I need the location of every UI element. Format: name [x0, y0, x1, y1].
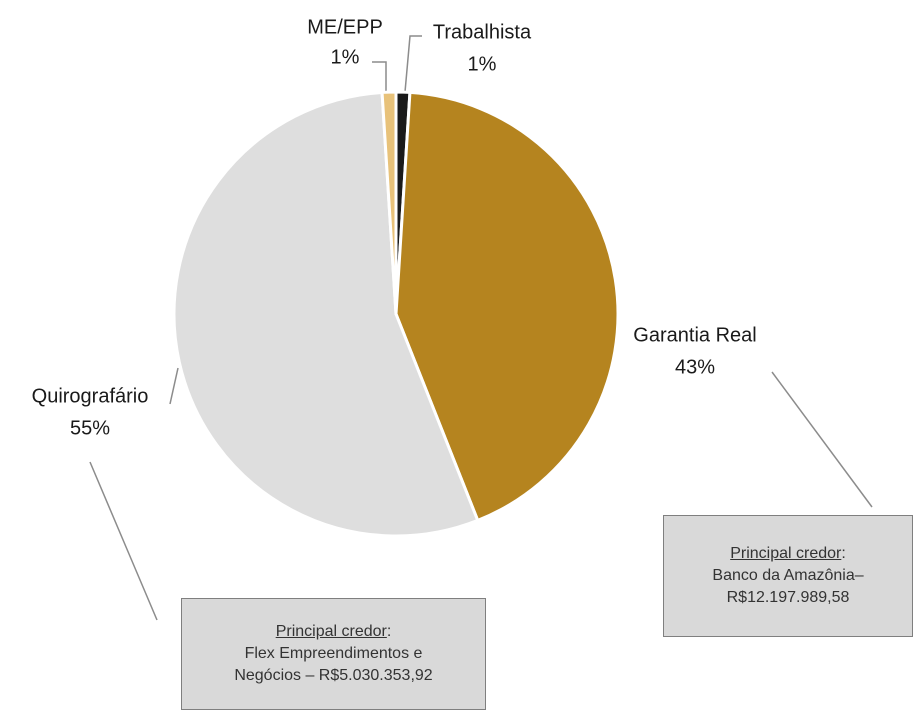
slice-label: Trabalhista — [433, 21, 532, 43]
slice-value-label: 1% — [468, 53, 497, 75]
heading: Principal credor — [275, 623, 387, 640]
heading: Principal credor — [730, 545, 842, 562]
leader-lines — [89, 35, 873, 621]
slice-label: Garantia Real — [633, 324, 756, 346]
callout-line-text: Negócios – R$5.030.353,92 — [234, 667, 433, 684]
callout-box: Principal credor: Flex Empreendimentos e… — [181, 598, 486, 710]
slice-label: Quirografário — [32, 385, 149, 407]
suffix: : — [841, 545, 846, 562]
callout-line-text: Banco da Amazônia– — [712, 567, 864, 584]
callout-line — [771, 371, 873, 508]
leader-line — [372, 61, 387, 92]
callout-heading: Principal credor: — [276, 621, 392, 643]
callout-line — [89, 461, 158, 621]
slice-label: ME/EPP — [307, 16, 383, 38]
pie-slice — [172, 90, 480, 538]
callout-line-text: R$12.197.989,58 — [726, 589, 850, 606]
slice-value-label: 1% — [331, 46, 360, 68]
leader-line — [404, 35, 422, 93]
callout-box: Principal credor: Banco da Amazônia– R$1… — [663, 515, 913, 637]
callout-line-text: Flex Empreendimentos e — [244, 645, 423, 662]
pie-slice — [394, 90, 620, 522]
callout-heading: Principal credor: — [730, 543, 846, 565]
pie-slice — [380, 90, 398, 316]
slice-value-label: 43% — [675, 356, 715, 378]
leader-line — [169, 367, 179, 405]
suffix: : — [386, 623, 392, 640]
slice-value-label: 55% — [70, 417, 110, 439]
